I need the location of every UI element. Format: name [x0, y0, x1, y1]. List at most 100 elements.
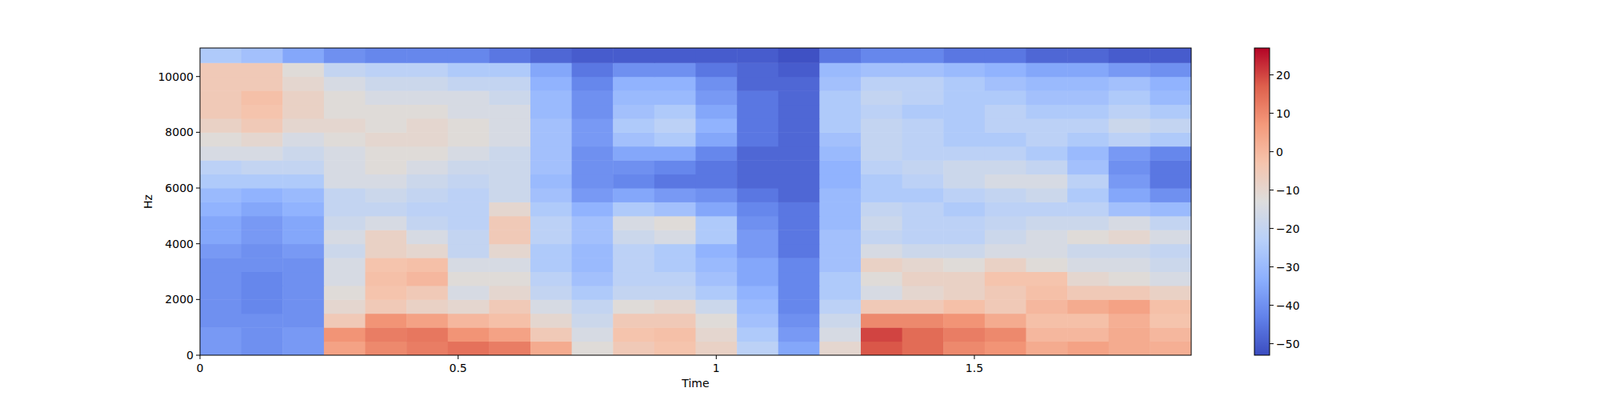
cell — [943, 188, 985, 203]
cell — [654, 160, 696, 175]
cell — [984, 118, 1027, 133]
cell — [406, 48, 448, 64]
cell — [860, 188, 903, 203]
cell — [696, 201, 738, 216]
x-tick — [716, 355, 717, 360]
cell — [572, 341, 614, 356]
cell — [448, 299, 490, 314]
cell — [860, 118, 903, 133]
cell — [860, 244, 903, 259]
colorbar-tick-label: 20 — [1276, 68, 1291, 82]
cell — [696, 146, 738, 161]
cell — [736, 174, 779, 189]
cell — [324, 188, 366, 203]
cell — [530, 90, 572, 105]
cell — [984, 201, 1027, 216]
cell — [654, 327, 696, 342]
cell — [1108, 160, 1151, 175]
cell — [612, 216, 655, 231]
cell — [1026, 327, 1068, 342]
cell — [778, 104, 820, 120]
cell — [282, 216, 324, 231]
cell — [654, 216, 696, 231]
cell — [448, 160, 490, 175]
cell — [1149, 174, 1192, 189]
cell — [860, 341, 903, 356]
colorbar — [1254, 48, 1270, 356]
cell — [1026, 272, 1068, 287]
cell — [1108, 174, 1151, 189]
cell — [488, 299, 531, 314]
y-tick-label: 6000 — [164, 181, 194, 195]
colorbar-tick-label: 10 — [1276, 107, 1291, 120]
cell — [1149, 160, 1192, 175]
cell — [572, 90, 614, 105]
cell — [736, 76, 779, 92]
cell — [1067, 188, 1109, 203]
y-tick-label: 2000 — [164, 292, 194, 306]
cell — [902, 118, 944, 133]
cell — [1067, 132, 1109, 147]
cell — [200, 146, 242, 161]
cell — [448, 174, 490, 189]
cell — [241, 257, 284, 272]
cell — [778, 174, 820, 189]
cell — [1108, 132, 1151, 147]
cell — [488, 229, 531, 244]
cell — [612, 104, 655, 120]
cell — [612, 299, 655, 314]
cell — [324, 327, 366, 342]
cell — [530, 257, 572, 272]
cell — [406, 272, 448, 287]
cell — [654, 272, 696, 287]
cell — [1108, 229, 1151, 244]
cell — [448, 216, 490, 231]
cell — [282, 76, 324, 92]
cell — [365, 229, 408, 244]
cell — [860, 216, 903, 231]
y-tick — [196, 132, 200, 133]
cell — [448, 341, 490, 356]
cell — [241, 229, 284, 244]
colorbar-tick-label: −20 — [1276, 222, 1300, 236]
cell — [819, 62, 861, 77]
cell — [200, 229, 242, 244]
cell — [200, 188, 242, 203]
cell — [448, 272, 490, 287]
cell — [654, 188, 696, 203]
cell — [365, 299, 408, 314]
cell — [1149, 76, 1192, 92]
cell — [530, 132, 572, 147]
cell — [819, 216, 861, 231]
cell — [1067, 76, 1109, 92]
cell — [612, 76, 655, 92]
cell — [736, 327, 779, 342]
cell — [612, 132, 655, 147]
cell — [943, 285, 985, 300]
cell — [200, 299, 242, 314]
cell — [1108, 285, 1151, 300]
cell — [488, 48, 531, 64]
cell — [324, 272, 366, 287]
cell — [860, 146, 903, 161]
cell — [736, 272, 779, 287]
colorbar-tick — [1269, 304, 1274, 306]
x-tick-label: 1 — [712, 361, 720, 375]
cell — [448, 327, 490, 342]
cell — [282, 90, 324, 105]
cell — [778, 146, 820, 161]
colorbar-tick — [1269, 112, 1274, 114]
cell — [572, 216, 614, 231]
cell — [778, 48, 820, 64]
cell — [1026, 299, 1068, 314]
cell — [324, 146, 366, 161]
cell — [1026, 244, 1068, 259]
x-tick — [200, 355, 201, 360]
cell — [819, 188, 861, 203]
cell — [241, 216, 284, 231]
cell — [1026, 313, 1068, 328]
cell — [1149, 188, 1192, 203]
cell — [943, 299, 985, 314]
cell — [984, 104, 1027, 120]
cell — [860, 62, 903, 77]
